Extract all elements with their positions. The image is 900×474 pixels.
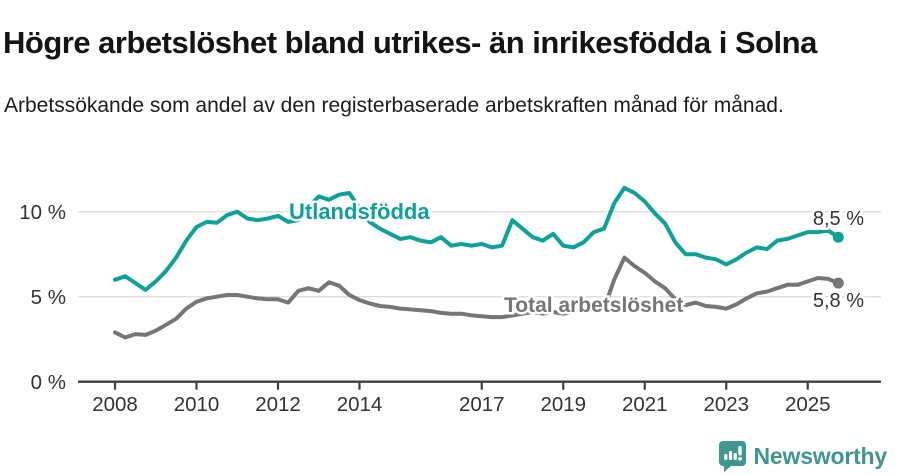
series-label-total: Total arbetslöshet <box>504 294 683 317</box>
x-axis-label-2025: 2025 <box>785 393 831 416</box>
x-axis-label-2019: 2019 <box>540 393 586 416</box>
x-axis-label-2023: 2023 <box>703 393 749 416</box>
x-axis-label-2017: 2017 <box>459 393 505 416</box>
end-value-label-utlandsfodda: 8,5 % <box>813 208 864 230</box>
x-axis-label-2012: 2012 <box>255 393 301 416</box>
newsworthy-logo[interactable]: Newsworthy <box>718 440 887 472</box>
x-axis-label-2008: 2008 <box>92 393 138 416</box>
series-label-utlandsfodda: Utlandsfödda <box>289 199 430 224</box>
series-end-dot-utlandsfodda <box>832 231 844 243</box>
x-axis-label-2021: 2021 <box>622 393 668 416</box>
x-axis-label-2014: 2014 <box>337 393 383 416</box>
series-line-total <box>113 255 841 340</box>
x-axis-label-2010: 2010 <box>174 393 220 416</box>
y-axis-label-5: 5 % <box>31 286 66 309</box>
series-line-utlandsfodda <box>113 185 841 292</box>
newsworthy-icon <box>718 441 746 472</box>
page-title: Högre arbetslöshet bland utrikes- än inr… <box>3 24 817 60</box>
y-axis-label-0: 0 % <box>31 371 66 394</box>
series-end-dot-total <box>832 277 844 289</box>
page-subtitle: Arbetssökande som andel av den registerb… <box>4 94 784 117</box>
brand-name-label: Newsworthy <box>753 442 888 469</box>
y-axis-label-10: 10 % <box>19 201 66 224</box>
end-value-label-total: 5,8 % <box>813 290 864 312</box>
